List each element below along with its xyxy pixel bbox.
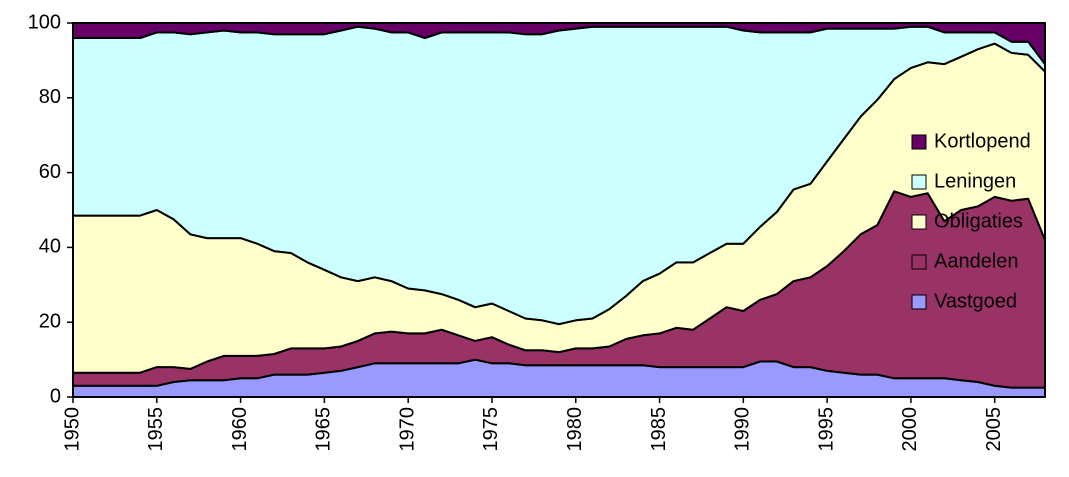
x-tick-label: 2005 [983,407,1005,452]
legend-label: Vastgoed [934,290,1017,312]
x-tick-label: 2000 [899,407,921,452]
y-tick-label: 100 [28,11,61,33]
y-tick-label: 20 [39,310,61,332]
area [72,22,1046,66]
y-tick-label: 60 [39,161,61,183]
x-tick-label: 1975 [480,407,502,452]
x-tick-label: 1980 [564,407,586,452]
y-tick-label: 80 [39,86,61,108]
legend-label: Kortlopend [934,130,1031,152]
legend-swatch [911,134,927,150]
x-tick-label: 1970 [396,407,418,452]
legend-swatch [911,214,927,230]
legend-swatch [911,174,927,190]
x-tick-label: 1990 [732,407,754,452]
x-tick-label: 1950 [61,407,83,452]
legend-swatch [911,254,927,270]
x-tick-label: 1985 [648,407,670,452]
y-tick-label: 40 [39,236,61,258]
x-tick-label: 1955 [145,407,167,452]
x-tick-label: 1965 [313,407,335,452]
legend-label: Obligaties [934,210,1023,232]
x-tick-label: 1995 [815,407,837,452]
y-tick-label: 0 [50,385,61,407]
legend-swatch [911,294,927,310]
legend-label: Aandelen [934,250,1019,272]
x-tick-label: 1960 [229,407,251,452]
legend-label: Leningen [934,170,1016,192]
